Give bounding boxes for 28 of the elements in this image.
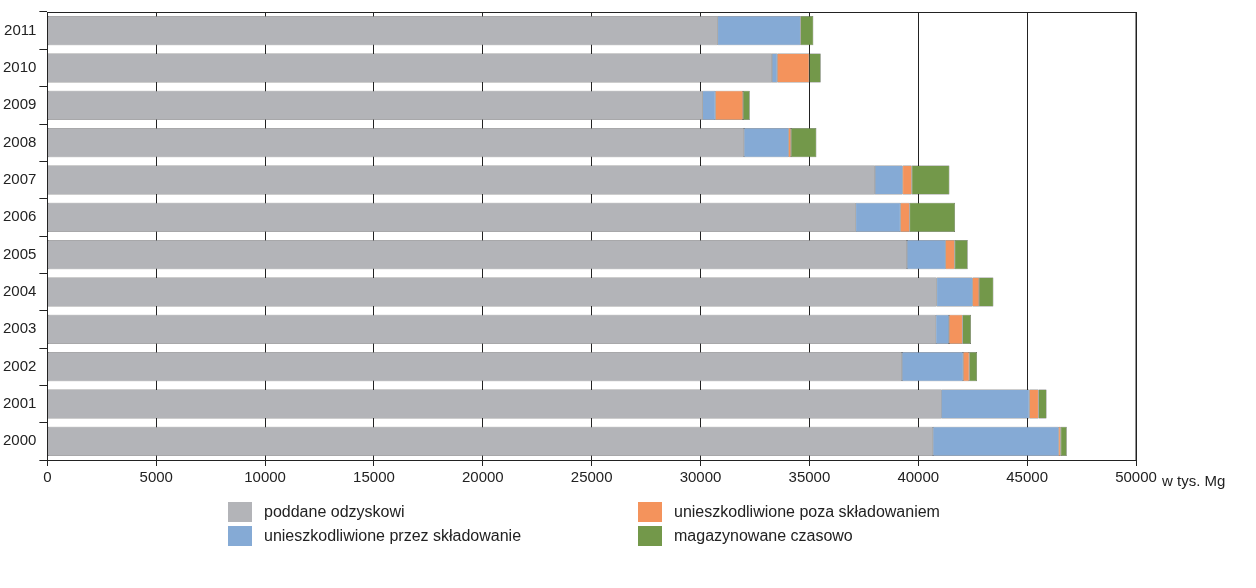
x-tick-label: 20000 xyxy=(461,468,504,486)
x-tick-label: 45000 xyxy=(1006,468,1048,486)
x-axis-title: w tys. Mg xyxy=(1161,472,1226,490)
y-tick-label: 2002 xyxy=(2,356,37,374)
y-tick-label: 2006 xyxy=(2,207,37,225)
y-tick-label: 2008 xyxy=(2,132,37,150)
legend-label: unieszkodliwione przez składowanie xyxy=(264,527,522,545)
x-tick-label: 25000 xyxy=(570,468,613,486)
x-tick-label: 35000 xyxy=(788,468,831,486)
y-tick-label: 2003 xyxy=(2,319,37,337)
y-tick-label: 2005 xyxy=(2,244,37,262)
x-tick-label: 40000 xyxy=(897,468,940,486)
y-tick-label: 2001 xyxy=(2,394,37,412)
legend-label: magazynowane czasowo xyxy=(674,527,853,545)
x-tick-label: 10000 xyxy=(244,468,286,486)
y-tick-label: 2009 xyxy=(2,95,37,113)
y-tick-label: 2007 xyxy=(2,170,37,188)
legend-label: poddane odzyskowi xyxy=(264,503,405,521)
y-tick-label: 2011 xyxy=(4,20,37,38)
x-tick-label: 15000 xyxy=(353,468,395,486)
y-tick-label: 2010 xyxy=(2,58,37,76)
x-tick-label: 5000 xyxy=(139,468,173,486)
y-tick-label: 2004 xyxy=(2,282,37,300)
legend-label: unieszkodliwione poza składowaniem xyxy=(674,503,940,521)
x-tick-label: 0 xyxy=(43,468,52,486)
x-tick-label: 50000 xyxy=(1115,468,1157,486)
x-tick-label: 30000 xyxy=(679,468,722,486)
y-tick-label: 2000 xyxy=(2,431,37,449)
